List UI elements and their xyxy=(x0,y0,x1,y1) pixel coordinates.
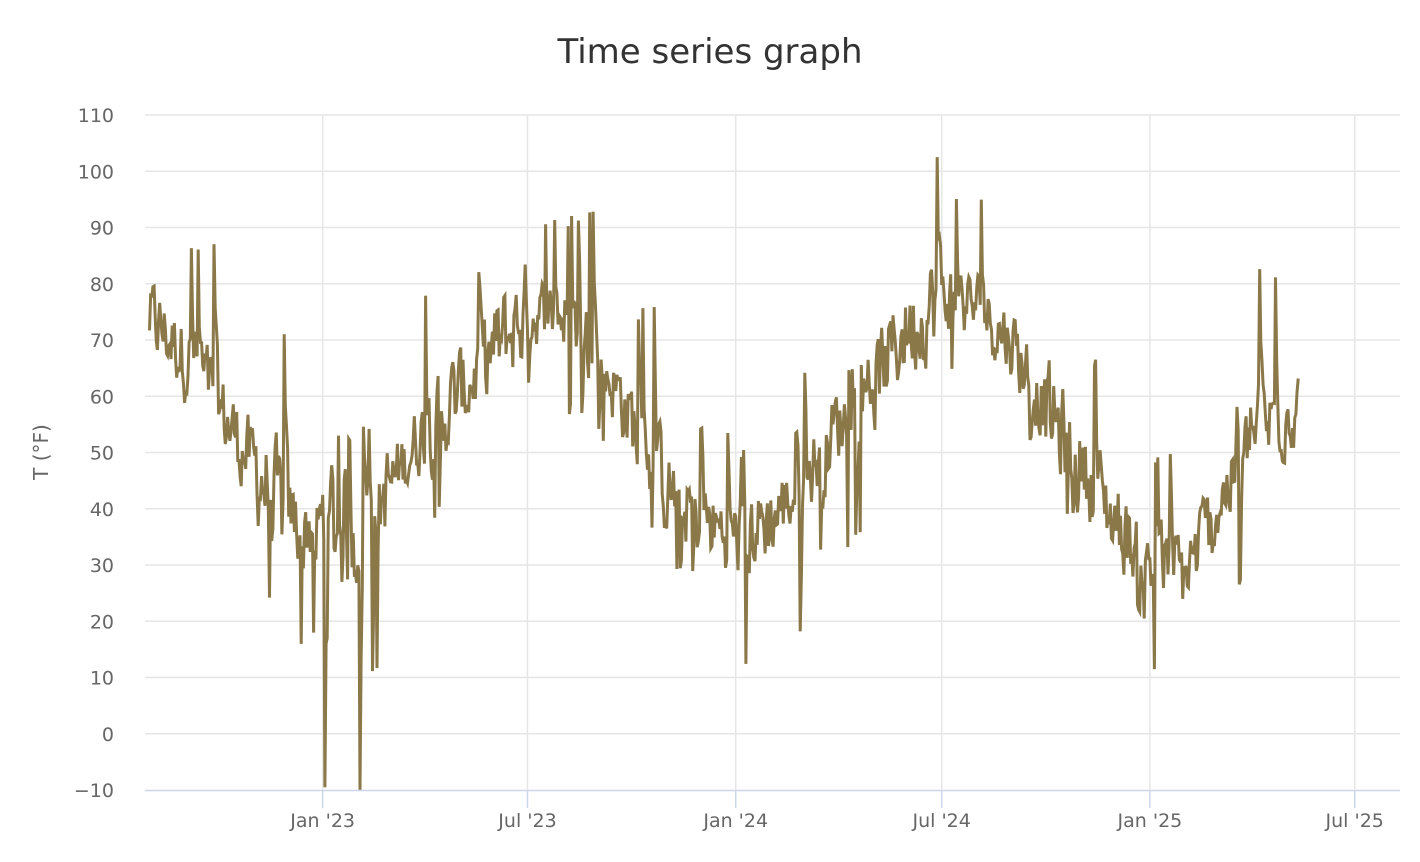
y-tick-label: 60 xyxy=(90,386,114,408)
x-axis-ticks: Jan '23 Jul '23 Jan '24 Jul '24 Jan '25 Jul '… xyxy=(289,790,1384,832)
y-axis-ticks: −10 0 10 20 30 40 50 60 70 80 90 100 110 xyxy=(74,105,114,802)
y-tick-label: 70 xyxy=(90,330,114,352)
y-tick-label: 110 xyxy=(78,105,114,127)
series-line xyxy=(148,157,1300,791)
x-tick-label: Jul '24 xyxy=(911,810,970,832)
y-tick-label: 30 xyxy=(90,555,114,577)
y-tick-label: 80 xyxy=(90,274,114,296)
chart-title: Time series graph xyxy=(557,32,863,72)
y-tick-label: 50 xyxy=(90,443,114,465)
y-tick-label: −10 xyxy=(74,780,114,802)
y-tick-label: 40 xyxy=(90,499,114,521)
x-tick-label: Jan '25 xyxy=(1117,810,1183,832)
x-tick-label: Jul '23 xyxy=(497,810,556,832)
y-tick-label: 20 xyxy=(90,611,114,633)
y-tick-label: 10 xyxy=(90,668,114,690)
x-tick-label: Jan '23 xyxy=(289,810,355,832)
y-axis-label: T (°F) xyxy=(29,424,53,481)
y-tick-label: 0 xyxy=(102,724,114,746)
y-tick-label: 90 xyxy=(90,218,114,240)
x-tick-label: Jan '24 xyxy=(702,810,768,832)
gridlines xyxy=(145,114,1400,790)
x-tick-label: Jul '25 xyxy=(1325,810,1384,832)
y-tick-label: 100 xyxy=(78,161,114,183)
